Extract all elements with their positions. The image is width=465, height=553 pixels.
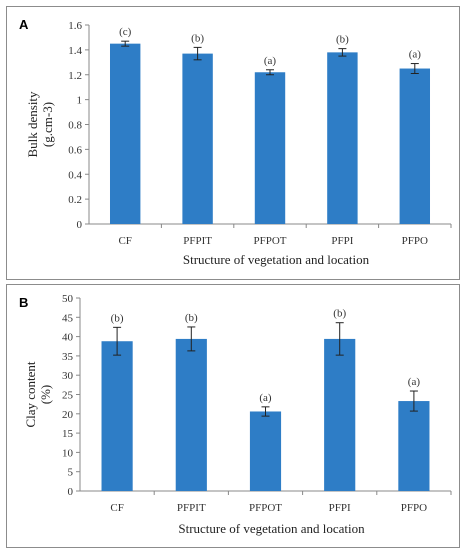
y-tick-label: 0 bbox=[68, 486, 74, 498]
x-tick-label: PFPI bbox=[331, 235, 353, 247]
y-axis-label: (g.cm-3) bbox=[40, 102, 55, 147]
bar-pfpo bbox=[399, 68, 431, 224]
panel-a: A 0 0.2 0.4 0.6 0.8 1 1.2 1.4 1.6 (c) CF (b) PFPIT (a)… bbox=[6, 6, 460, 280]
panel-letter: A bbox=[19, 17, 29, 32]
y-tick-label: 35 bbox=[62, 351, 74, 363]
bar-pfpi bbox=[327, 52, 358, 224]
x-tick-label: PFPI bbox=[329, 502, 351, 514]
significance-label: (a) bbox=[409, 49, 422, 61]
y-tick-label: 1 bbox=[77, 95, 83, 107]
y-tick-label: 25 bbox=[62, 390, 74, 402]
y-tick-label: 0.6 bbox=[68, 144, 82, 156]
y-axis-label: (%) bbox=[38, 385, 53, 405]
y-tick-label: 0 bbox=[77, 219, 83, 231]
y-tick-label: 15 bbox=[62, 428, 74, 440]
x-tick-label: PFPO bbox=[401, 502, 427, 514]
bar-pfpot bbox=[254, 72, 286, 224]
bar-pfpi bbox=[324, 338, 356, 491]
y-axis-label: Clay content bbox=[23, 361, 38, 427]
bar-pfpit bbox=[175, 338, 207, 491]
bar-pfpit bbox=[182, 53, 213, 225]
significance-label: (a) bbox=[259, 392, 272, 404]
y-tick-label: 30 bbox=[62, 370, 74, 382]
bulk-density-chart: A 0 0.2 0.4 0.6 0.8 1 1.2 1.4 1.6 (c) CF (b) PFPIT (a)… bbox=[19, 17, 452, 267]
bar-cf bbox=[101, 341, 133, 491]
x-axis-label: Structure of vegetation and location bbox=[183, 252, 370, 267]
y-tick-label: 45 bbox=[62, 312, 74, 324]
y-tick-label: 0.4 bbox=[68, 169, 82, 181]
panel-b: B 0 5 10 15 20 25 30 35 40 45 50 (b) CF (b) PFPIT (a) PFP… bbox=[6, 284, 460, 548]
y-tick-label: 0.2 bbox=[68, 194, 82, 206]
y-tick-label: 1.4 bbox=[68, 45, 82, 57]
clay-content-chart: B 0 5 10 15 20 25 30 35 40 45 50 (b) CF (b) PFPIT (a) PFP… bbox=[19, 293, 452, 536]
x-tick-label: PFPO bbox=[402, 235, 428, 247]
y-tick-label: 50 bbox=[62, 293, 74, 305]
significance-label: (a) bbox=[264, 55, 277, 67]
x-tick-label: PFPOT bbox=[253, 235, 286, 247]
x-tick-label: CF bbox=[110, 502, 123, 514]
y-tick-label: 0.8 bbox=[68, 120, 82, 132]
x-axis-label: Structure of vegetation and location bbox=[178, 521, 365, 536]
significance-label: (c) bbox=[119, 26, 132, 38]
y-axis-label: Bulk density bbox=[25, 91, 40, 158]
y-tick-label: 20 bbox=[62, 409, 74, 421]
x-tick-label: PFPIT bbox=[177, 502, 206, 514]
significance-label: (b) bbox=[111, 312, 124, 324]
x-tick-label: PFPIT bbox=[183, 235, 212, 247]
panel-letter: B bbox=[19, 295, 28, 310]
significance-label: (b) bbox=[185, 312, 198, 324]
y-tick-label: 5 bbox=[68, 467, 74, 479]
x-tick-label: PFPOT bbox=[249, 502, 282, 514]
significance-label: (b) bbox=[336, 34, 349, 46]
y-tick-label: 10 bbox=[62, 447, 74, 459]
bar-pfpot bbox=[249, 411, 282, 491]
bar-pfpo bbox=[398, 401, 430, 491]
y-tick-label: 1.6 bbox=[68, 20, 82, 32]
significance-label: (b) bbox=[191, 32, 204, 44]
bar-cf bbox=[109, 43, 141, 224]
significance-label: (b) bbox=[333, 308, 346, 320]
y-tick-label: 40 bbox=[62, 332, 74, 344]
y-tick-label: 1.2 bbox=[68, 70, 82, 82]
significance-label: (a) bbox=[408, 376, 421, 388]
x-tick-label: CF bbox=[118, 235, 131, 247]
